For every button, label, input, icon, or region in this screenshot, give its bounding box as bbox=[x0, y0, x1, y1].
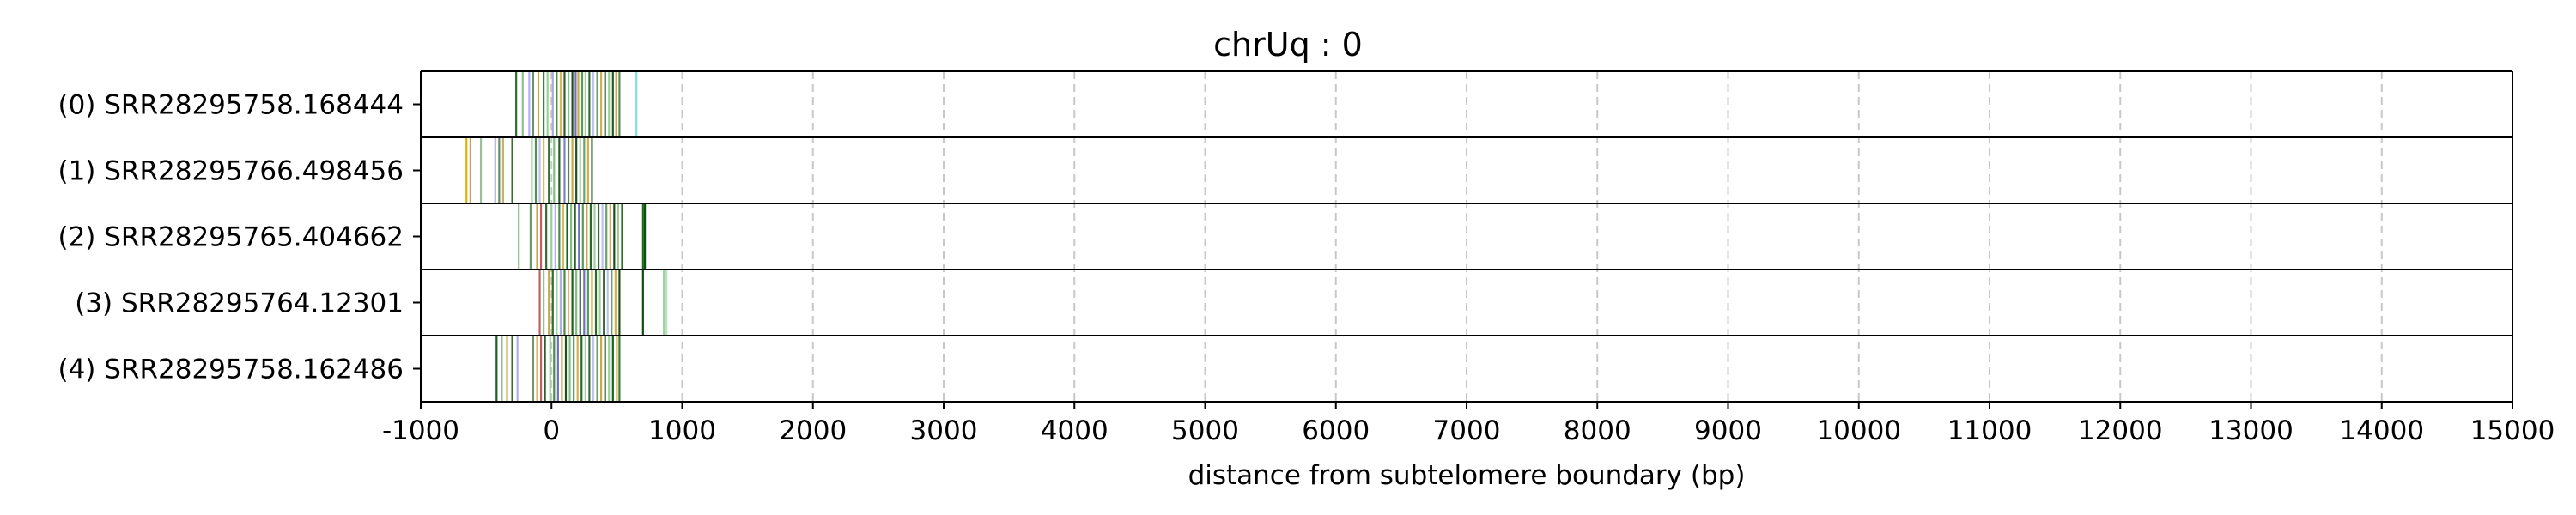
x-tick-label: 8000 bbox=[1564, 415, 1631, 446]
row-label: (0) SRR28295758.168444 bbox=[58, 90, 404, 121]
x-tick-label: 0 bbox=[543, 415, 560, 446]
row-label: (2) SRR28295765.404662 bbox=[58, 222, 404, 253]
row-label: (4) SRR28295758.162486 bbox=[58, 354, 404, 385]
x-tick-label: 14000 bbox=[2339, 415, 2424, 446]
x-axis-label: distance from subtelomere boundary (bp) bbox=[1188, 460, 1746, 491]
x-tick-label: 6000 bbox=[1302, 415, 1370, 446]
x-tick-label: 4000 bbox=[1041, 415, 1109, 446]
x-tick-label: 1000 bbox=[648, 415, 716, 446]
x-tick-label: 5000 bbox=[1171, 415, 1239, 446]
x-tick-label: 7000 bbox=[1433, 415, 1501, 446]
x-tick-label: 13000 bbox=[2208, 415, 2293, 446]
x-tick-label: 9000 bbox=[1694, 415, 1762, 446]
row-label: (3) SRR28295764.12301 bbox=[75, 288, 404, 319]
x-tick-label: 3000 bbox=[910, 415, 978, 446]
x-tick-label: 11000 bbox=[1947, 415, 2032, 446]
row-label: (1) SRR28295766.498456 bbox=[58, 156, 404, 187]
chart-title: chrUq : 0 bbox=[1213, 26, 1363, 64]
x-tick-label: 12000 bbox=[2078, 415, 2163, 446]
x-tick-label: 15000 bbox=[2470, 415, 2555, 446]
x-tick-label: 2000 bbox=[779, 415, 847, 446]
x-tick-label: -1000 bbox=[382, 415, 459, 446]
x-tick-label: 10000 bbox=[1816, 415, 1901, 446]
